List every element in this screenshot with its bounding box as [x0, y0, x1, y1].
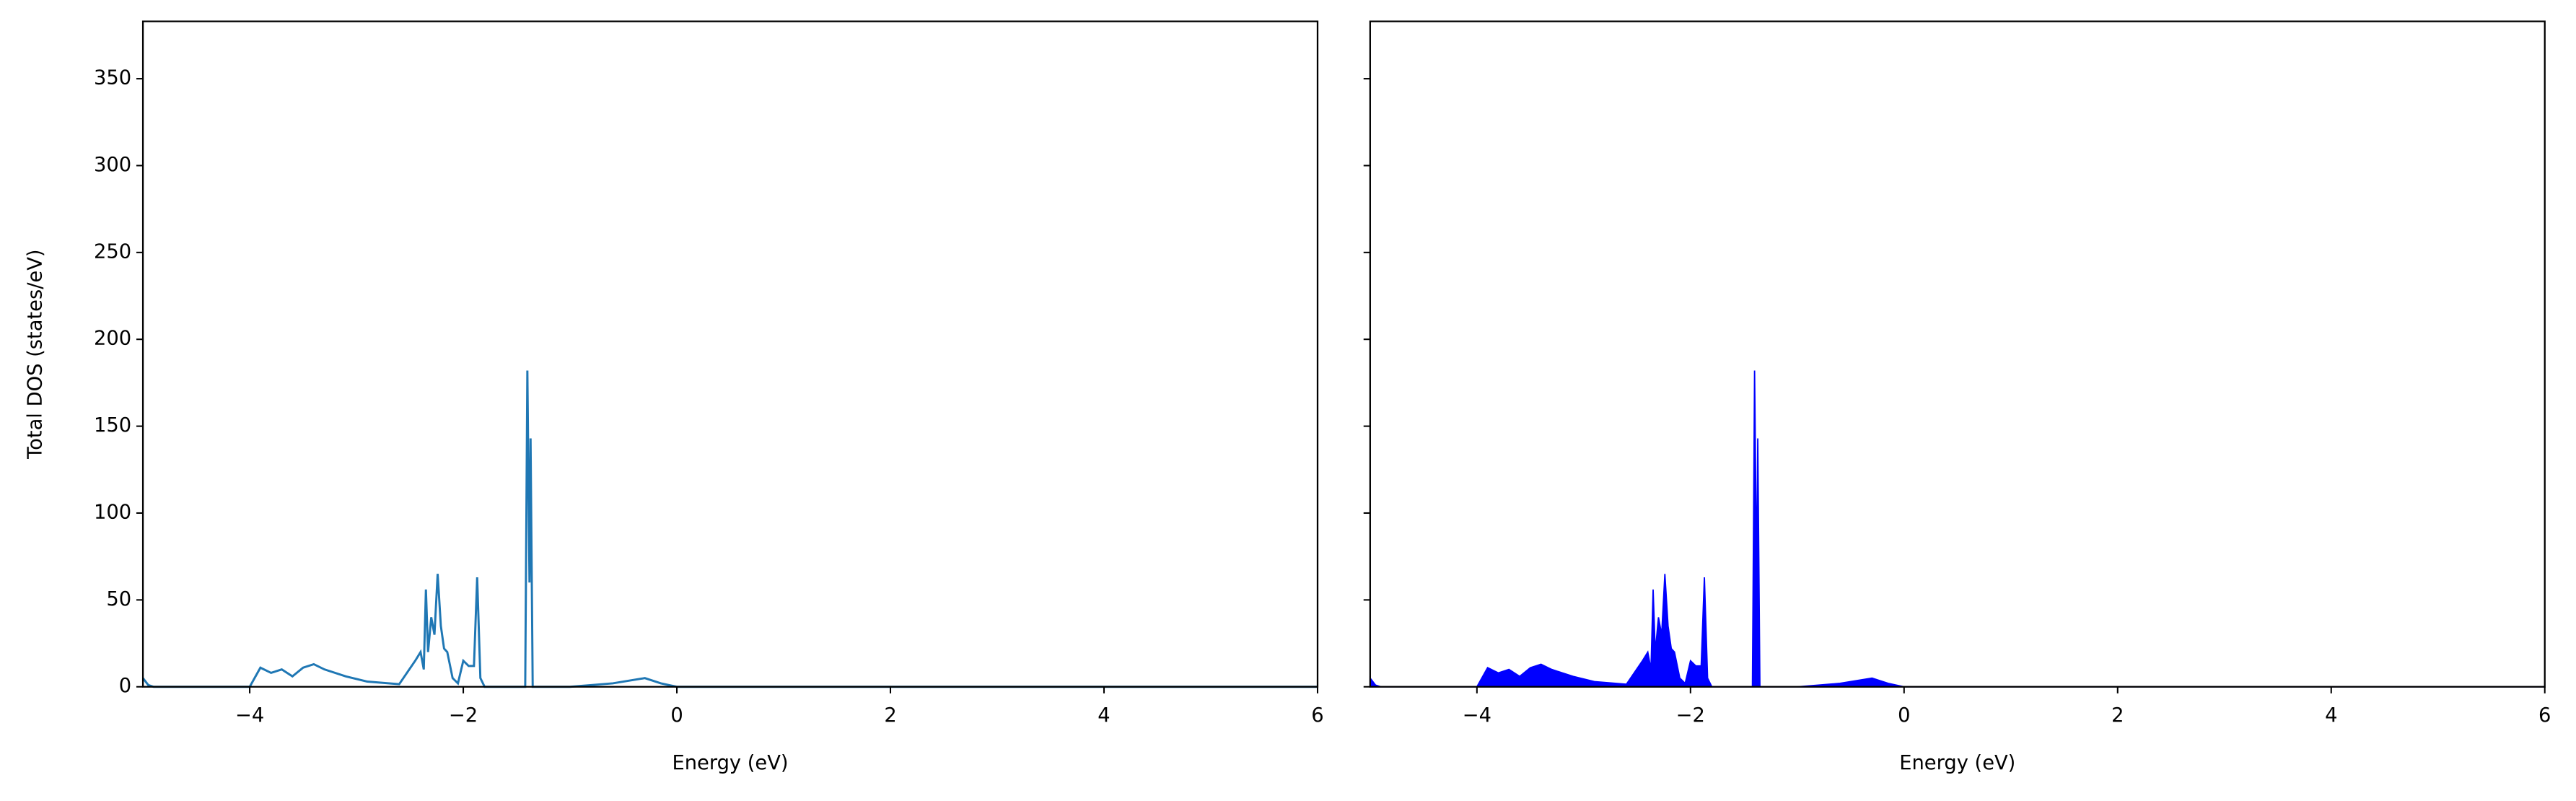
dos-line [141, 370, 1318, 688]
y-tick-label: 50 [106, 588, 131, 610]
y-tick-label: 250 [94, 240, 131, 263]
x-tick-label: 0 [670, 704, 683, 727]
x-tick-label: 6 [1311, 704, 1323, 727]
x-tick-label: 4 [1098, 704, 1110, 727]
plot-frame [1369, 20, 2546, 688]
x-tick-label: 2 [2111, 704, 2124, 727]
x-tick-label: −2 [449, 704, 478, 727]
x-tick-label: 4 [2325, 704, 2337, 727]
y-tick-label: 300 [94, 154, 131, 176]
x-tick-label: 0 [1898, 704, 1910, 727]
y-tick-label: 0 [119, 675, 131, 697]
x-axis-label: Energy (eV) [672, 752, 788, 774]
y-tick-label: 150 [94, 414, 131, 437]
y-axis-label: Total DOS (states/eV) [25, 249, 47, 459]
x-tick-label: −4 [235, 704, 264, 727]
x-tick-label: −2 [1676, 704, 1705, 727]
x-tick-label: −4 [1463, 704, 1491, 727]
x-axis-label: Energy (eV) [1899, 752, 2015, 774]
y-tick-label: 200 [94, 328, 131, 350]
x-tick-label: 2 [884, 704, 896, 727]
y-tick-label: 100 [94, 501, 131, 523]
plot-frame [141, 20, 1319, 688]
x-tick-label: 6 [2538, 704, 2551, 727]
y-tick-label: 350 [94, 67, 131, 89]
dos-area [1369, 370, 2545, 688]
